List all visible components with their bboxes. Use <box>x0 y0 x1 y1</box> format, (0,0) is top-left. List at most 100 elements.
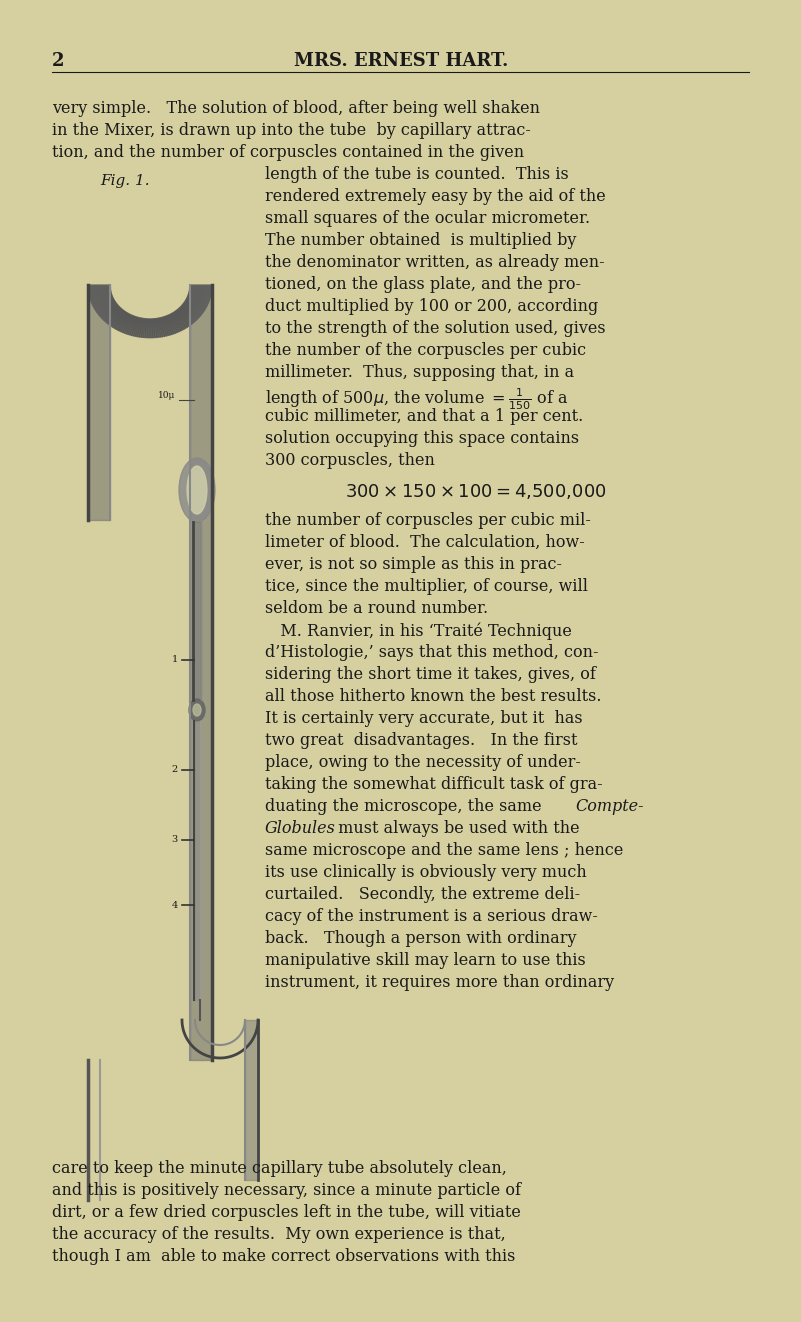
Text: back.   Though a person with ordinary: back. Though a person with ordinary <box>265 929 577 947</box>
Text: the number of corpuscles per cubic mil-: the number of corpuscles per cubic mil- <box>265 512 591 529</box>
Polygon shape <box>189 292 211 299</box>
Polygon shape <box>158 319 165 337</box>
Polygon shape <box>101 305 119 319</box>
Polygon shape <box>107 309 123 324</box>
Text: 3: 3 <box>171 836 178 845</box>
Polygon shape <box>151 319 153 337</box>
Text: the denominator written, as already men-: the denominator written, as already men- <box>265 254 605 271</box>
Text: the accuracy of the results.  My own experience is that,: the accuracy of the results. My own expe… <box>52 1225 505 1243</box>
Text: The number obtained  is multiplied by: The number obtained is multiplied by <box>265 231 577 249</box>
Text: 300 corpuscles, then: 300 corpuscles, then <box>265 452 435 469</box>
Text: instrument, it requires more than ordinary: instrument, it requires more than ordina… <box>265 974 614 992</box>
Polygon shape <box>145 319 148 337</box>
Polygon shape <box>187 296 209 303</box>
Text: cubic millimeter, and that a 1 per cent.: cubic millimeter, and that a 1 per cent. <box>265 408 583 424</box>
Polygon shape <box>149 319 151 337</box>
Text: small squares of the ocular micrometer.: small squares of the ocular micrometer. <box>265 210 590 227</box>
Text: rendered extremely easy by the aid of the: rendered extremely easy by the aid of th… <box>265 188 606 205</box>
Ellipse shape <box>187 465 207 514</box>
Polygon shape <box>152 319 155 337</box>
Polygon shape <box>189 291 211 295</box>
Polygon shape <box>176 309 192 325</box>
Text: It is certainly very accurate, but it  has: It is certainly very accurate, but it ha… <box>265 710 582 727</box>
Text: ever, is not so simple as this in prac-: ever, is not so simple as this in prac- <box>265 557 562 572</box>
Polygon shape <box>177 309 194 324</box>
Polygon shape <box>92 297 114 307</box>
Polygon shape <box>182 305 200 317</box>
Polygon shape <box>164 316 174 334</box>
Text: to the strength of the solution used, gives: to the strength of the solution used, gi… <box>265 320 606 337</box>
Polygon shape <box>183 303 202 315</box>
Polygon shape <box>104 308 121 321</box>
Polygon shape <box>179 308 196 321</box>
Polygon shape <box>141 319 146 337</box>
Polygon shape <box>108 309 124 325</box>
Polygon shape <box>187 297 207 307</box>
Text: curtailed.   Secondly, the extreme deli-: curtailed. Secondly, the extreme deli- <box>265 886 580 903</box>
Text: must always be used with the: must always be used with the <box>333 820 580 837</box>
Polygon shape <box>88 286 110 288</box>
Text: in the Mixer, is drawn up into the tube  by capillary attrac-: in the Mixer, is drawn up into the tube … <box>52 122 531 139</box>
Polygon shape <box>171 313 184 329</box>
Polygon shape <box>170 313 183 330</box>
Polygon shape <box>183 303 203 313</box>
Polygon shape <box>167 316 178 333</box>
Polygon shape <box>139 319 144 337</box>
Polygon shape <box>186 299 207 308</box>
Polygon shape <box>115 313 129 329</box>
Polygon shape <box>163 317 172 334</box>
Polygon shape <box>147 319 149 337</box>
Polygon shape <box>126 316 135 334</box>
Text: millimeter.  Thus, supposing that, in a: millimeter. Thus, supposing that, in a <box>265 364 574 381</box>
Text: 1: 1 <box>171 656 178 665</box>
Polygon shape <box>114 313 128 329</box>
Polygon shape <box>90 292 111 299</box>
Text: very simple.   The solution of blood, after being well shaken: very simple. The solution of blood, afte… <box>52 100 540 118</box>
Polygon shape <box>91 296 112 303</box>
Polygon shape <box>99 304 118 316</box>
Polygon shape <box>134 317 140 336</box>
Polygon shape <box>131 317 139 336</box>
Polygon shape <box>159 317 167 336</box>
Polygon shape <box>178 308 195 323</box>
Polygon shape <box>179 307 198 320</box>
Polygon shape <box>153 319 157 337</box>
Polygon shape <box>88 290 111 293</box>
Polygon shape <box>88 288 111 292</box>
Text: 2: 2 <box>171 765 178 775</box>
Polygon shape <box>103 307 120 320</box>
Text: two great  disadvantages.   In the first: two great disadvantages. In the first <box>265 732 578 750</box>
Polygon shape <box>190 286 212 288</box>
Polygon shape <box>111 312 126 327</box>
Polygon shape <box>167 315 179 332</box>
Polygon shape <box>137 319 143 337</box>
Text: tioned, on the glass plate, and the pro-: tioned, on the glass plate, and the pro- <box>265 276 581 293</box>
Text: $300 \times 150 \times 100 = 4{,}500{,}000$: $300 \times 150 \times 100 = 4{,}500{,}0… <box>345 483 606 501</box>
Polygon shape <box>186 300 206 309</box>
Polygon shape <box>162 317 171 336</box>
Polygon shape <box>97 303 116 313</box>
Text: taking the somewhat difficult task of gra-: taking the somewhat difficult task of gr… <box>265 776 602 793</box>
Polygon shape <box>175 312 189 327</box>
Polygon shape <box>128 317 137 334</box>
Polygon shape <box>90 293 111 300</box>
Polygon shape <box>95 300 115 311</box>
Polygon shape <box>89 291 111 295</box>
Polygon shape <box>190 286 212 287</box>
Text: tice, since the multiplier, of course, will: tice, since the multiplier, of course, w… <box>265 578 588 595</box>
Text: M. Ranvier, in his ‘Traité Technique: M. Ranvier, in his ‘Traité Technique <box>265 621 572 640</box>
Polygon shape <box>94 300 115 309</box>
Ellipse shape <box>189 699 205 720</box>
Polygon shape <box>155 319 161 337</box>
Text: its use clinically is obviously very much: its use clinically is obviously very muc… <box>265 865 587 880</box>
Polygon shape <box>189 291 211 296</box>
Polygon shape <box>92 296 113 304</box>
Polygon shape <box>123 316 134 333</box>
Polygon shape <box>143 319 147 337</box>
Text: Compte-: Compte- <box>575 798 643 814</box>
Text: 2: 2 <box>52 52 65 70</box>
Polygon shape <box>112 312 127 328</box>
Polygon shape <box>172 313 186 329</box>
Polygon shape <box>161 317 168 336</box>
Text: duating the microscope, the same: duating the microscope, the same <box>265 798 547 814</box>
